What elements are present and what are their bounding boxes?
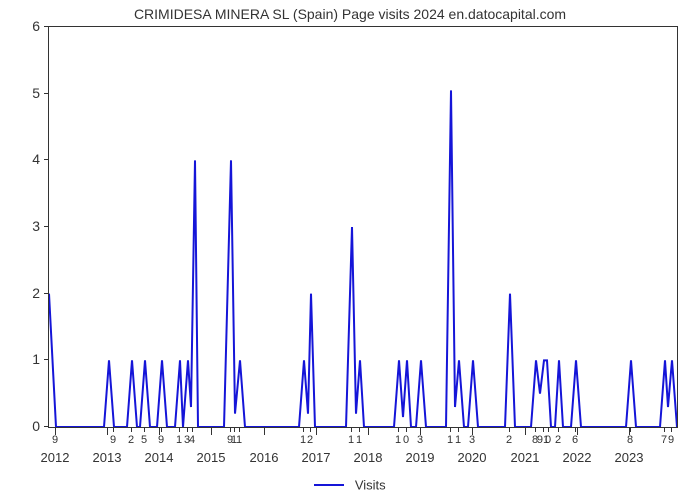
x-minor-tick bbox=[406, 427, 407, 432]
y-tick bbox=[44, 26, 48, 27]
legend-swatch bbox=[314, 484, 344, 486]
x-major-label: 2017 bbox=[302, 450, 331, 465]
y-tick bbox=[44, 359, 48, 360]
x-minor-tick bbox=[351, 427, 352, 432]
x-minor-label: 1 bbox=[447, 434, 453, 446]
x-minor-label: 3 bbox=[469, 434, 475, 446]
x-major-label: 2012 bbox=[41, 450, 70, 465]
x-minor-label: 2 bbox=[555, 434, 561, 446]
visits-line bbox=[49, 90, 677, 427]
x-minor-tick bbox=[144, 427, 145, 432]
x-minor-tick bbox=[535, 427, 536, 432]
x-major-label: 2018 bbox=[354, 450, 383, 465]
x-minor-tick bbox=[450, 427, 451, 432]
x-minor-tick bbox=[179, 427, 180, 432]
legend-label: Visits bbox=[355, 477, 386, 492]
x-minor-tick bbox=[131, 427, 132, 432]
x-major-label: 2022 bbox=[563, 450, 592, 465]
x-minor-tick bbox=[55, 427, 56, 432]
x-minor-tick bbox=[548, 427, 549, 432]
x-major-label: 2019 bbox=[406, 450, 435, 465]
x-minor-label: 6 bbox=[572, 434, 578, 446]
x-minor-label: 1 bbox=[300, 434, 306, 446]
x-minor-label: 2 bbox=[307, 434, 313, 446]
x-minor-tick bbox=[543, 427, 544, 432]
x-minor-label: 1 bbox=[455, 434, 461, 446]
x-minor-label: 0 bbox=[545, 434, 551, 446]
y-tick-label: 2 bbox=[0, 285, 40, 301]
x-minor-tick bbox=[575, 427, 576, 432]
x-major-tick bbox=[107, 427, 108, 435]
x-minor-tick bbox=[234, 427, 235, 432]
x-major-label: 2014 bbox=[145, 450, 174, 465]
x-major-tick bbox=[264, 427, 265, 435]
x-minor-label: 9 bbox=[110, 434, 116, 446]
x-minor-label: 1 bbox=[236, 434, 242, 446]
x-minor-tick bbox=[558, 427, 559, 432]
x-minor-label: 5 bbox=[141, 434, 147, 446]
x-minor-label: 8 bbox=[627, 434, 633, 446]
x-minor-label: 1 bbox=[348, 434, 354, 446]
legend: Visits bbox=[0, 476, 700, 494]
x-minor-tick bbox=[187, 427, 188, 432]
x-major-tick bbox=[525, 427, 526, 435]
x-minor-tick bbox=[113, 427, 114, 432]
x-minor-label: 0 bbox=[403, 434, 409, 446]
x-minor-tick bbox=[398, 427, 399, 432]
y-tick-label: 3 bbox=[0, 218, 40, 234]
x-minor-tick bbox=[303, 427, 304, 432]
x-minor-label: 3 bbox=[417, 434, 423, 446]
x-minor-tick bbox=[472, 427, 473, 432]
x-minor-label: 4 bbox=[189, 434, 195, 446]
line-path-svg bbox=[49, 27, 677, 427]
x-minor-label: 2 bbox=[506, 434, 512, 446]
x-major-label: 2013 bbox=[93, 450, 122, 465]
x-minor-tick bbox=[671, 427, 672, 432]
x-major-tick bbox=[211, 427, 212, 435]
y-tick bbox=[44, 293, 48, 294]
x-minor-tick bbox=[359, 427, 360, 432]
y-tick bbox=[44, 226, 48, 227]
x-minor-tick bbox=[630, 427, 631, 432]
x-minor-tick bbox=[420, 427, 421, 432]
x-major-tick bbox=[316, 427, 317, 435]
x-minor-label: 9 bbox=[158, 434, 164, 446]
y-tick bbox=[44, 426, 48, 427]
x-minor-label: 1 bbox=[176, 434, 182, 446]
x-major-label: 2021 bbox=[511, 450, 540, 465]
x-major-tick bbox=[368, 427, 369, 435]
y-tick-label: 1 bbox=[0, 351, 40, 367]
visits-line-chart: CRIMIDESA MINERA SL (Spain) Page visits … bbox=[0, 0, 700, 500]
x-minor-tick bbox=[161, 427, 162, 432]
x-minor-tick bbox=[230, 427, 231, 432]
x-minor-label: 9 bbox=[52, 434, 58, 446]
y-tick bbox=[44, 93, 48, 94]
y-tick-label: 6 bbox=[0, 18, 40, 34]
x-minor-tick bbox=[192, 427, 193, 432]
y-tick-label: 5 bbox=[0, 85, 40, 101]
x-major-label: 2023 bbox=[615, 450, 644, 465]
x-minor-label: 1 bbox=[395, 434, 401, 446]
y-tick bbox=[44, 159, 48, 160]
x-minor-label: 1 bbox=[356, 434, 362, 446]
x-major-label: 2016 bbox=[250, 450, 279, 465]
chart-title: CRIMIDESA MINERA SL (Spain) Page visits … bbox=[0, 6, 700, 22]
x-minor-label: 9 bbox=[668, 434, 674, 446]
x-minor-tick bbox=[509, 427, 510, 432]
x-minor-label: 7 bbox=[661, 434, 667, 446]
y-tick-label: 0 bbox=[0, 418, 40, 434]
x-minor-tick bbox=[310, 427, 311, 432]
x-major-label: 2015 bbox=[197, 450, 226, 465]
x-major-label: 2020 bbox=[458, 450, 487, 465]
y-tick-label: 4 bbox=[0, 151, 40, 167]
x-minor-tick bbox=[239, 427, 240, 432]
x-minor-tick bbox=[664, 427, 665, 432]
x-minor-label: 2 bbox=[128, 434, 134, 446]
plot-area bbox=[48, 26, 678, 428]
x-minor-tick bbox=[458, 427, 459, 432]
